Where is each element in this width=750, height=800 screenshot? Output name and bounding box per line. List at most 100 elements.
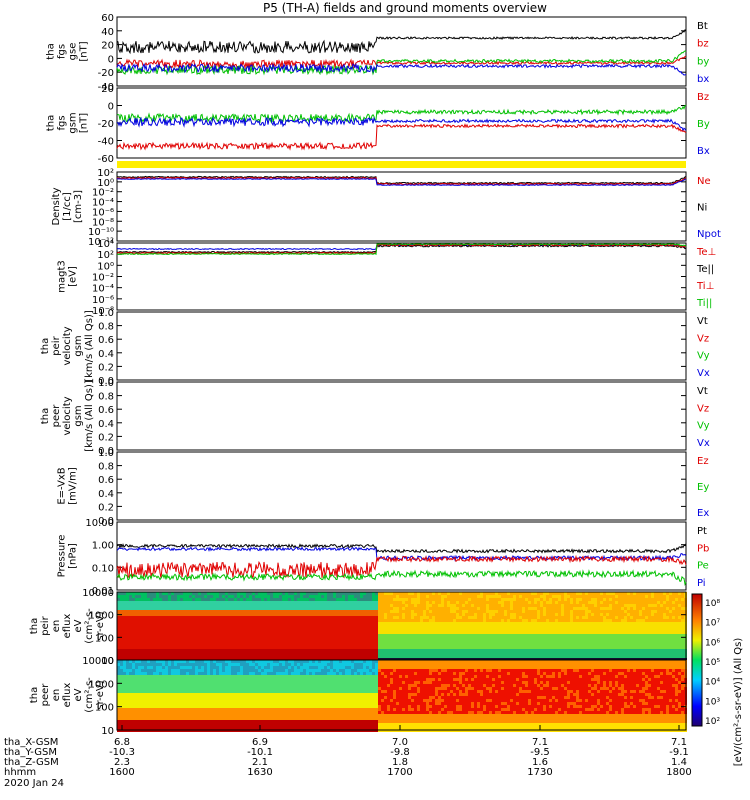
axis-row-label: tha_Y-GSM xyxy=(4,747,57,758)
panel-frame xyxy=(116,171,687,242)
panel-9: thapeirenefluxeV(cm²-s-sr-eV) xyxy=(29,591,687,661)
series-ni xyxy=(116,175,687,185)
legend-ti⊥: Ti⊥ xyxy=(696,281,714,292)
colorbar-tick: 10² xyxy=(705,717,720,727)
legend-pe: Pe xyxy=(697,561,709,572)
y-tick-label: 10⁰ xyxy=(97,261,114,272)
colorbar-tick: 10⁶ xyxy=(705,638,720,648)
colorbar-tick: 10⁴ xyxy=(705,678,720,688)
colorbar-tick: 10³ xyxy=(705,697,720,707)
axis-row-value: 6.8 xyxy=(114,737,130,748)
y-tick-label: 100 xyxy=(95,703,114,714)
panel-10: thapeerenefluxeV(cm²-s-sr-eV) xyxy=(29,659,687,732)
axis-row-value: 7.1 xyxy=(671,737,687,748)
legend-ey: Ey xyxy=(697,482,709,493)
y-axis-label: magt3[eV] xyxy=(57,260,79,293)
axis-row-value: 1700 xyxy=(387,767,412,778)
y-tick-label: 10⁻² xyxy=(92,188,114,199)
axis-row-value: 1630 xyxy=(247,767,272,778)
legend-bt: Bt xyxy=(697,21,708,32)
y-tick-label: 10⁻¹⁰ xyxy=(88,227,114,238)
y-tick-label: 0.8 xyxy=(98,322,114,333)
y-tick-label: 1000 xyxy=(89,611,114,622)
colorbar-tick: 10⁵ xyxy=(705,658,720,668)
legend-ne: Ne xyxy=(697,176,711,187)
axis-row-value: -10.3 xyxy=(109,747,135,758)
series-pi xyxy=(116,546,687,562)
legend-pb: Pb xyxy=(697,543,709,554)
y-axis-label: thapeirenefluxeV(cm²-s-sr-eV) xyxy=(29,608,106,644)
y-tick-label: 1.0 xyxy=(98,308,114,319)
y-tick-label: -40 xyxy=(98,82,114,93)
series-pb xyxy=(116,554,687,580)
y-tick-label: 1.0 xyxy=(98,378,114,389)
data-availability-bar xyxy=(117,161,686,168)
y-tick-label: 10⁻⁶ xyxy=(92,207,114,218)
series-By xyxy=(116,104,687,124)
axis-row-value: 2.3 xyxy=(114,757,130,768)
y-tick-label: 10⁻⁴ xyxy=(92,284,114,295)
axis-row-value: 7.1 xyxy=(532,737,548,748)
series-tiperp xyxy=(116,243,687,255)
y-tick-label: 20 xyxy=(101,84,114,95)
axis-row-value: 1800 xyxy=(666,767,691,778)
y-tick-label: 10 xyxy=(101,726,114,737)
panel-6: thapeervelocitygsm[km/s (All Qs)] xyxy=(40,380,687,452)
y-tick-label: 60 xyxy=(101,13,114,24)
y-tick-label: 0.2 xyxy=(98,502,114,513)
panel-3: Density[1/cc][cm-3] xyxy=(51,171,687,242)
legend-te⊥: Te⊥ xyxy=(696,247,716,258)
y-tick-label: 0.0 xyxy=(98,446,114,457)
colorbar-label: [eV/(cm²-s-sr-eV)] (All Qs) xyxy=(733,638,744,767)
y-axis-label: Density[1/cc][cm-3] xyxy=(51,187,84,225)
y-tick-label: 10⁻⁶ xyxy=(92,295,114,306)
y-tick-label: 0.0 xyxy=(98,516,114,527)
y-tick-label: 0.0 xyxy=(98,376,114,387)
colorbar-tick: 10⁷ xyxy=(705,619,720,629)
panel-frame xyxy=(116,659,687,731)
y-tick-label: 10000 xyxy=(82,656,114,667)
colorbar-tick: 10⁸ xyxy=(705,599,720,609)
y-tick-label: 10.00 xyxy=(85,518,114,529)
legend-pi: Pi xyxy=(697,578,706,589)
legend-vz: Vz xyxy=(697,403,709,414)
y-tick-label: 1.00 xyxy=(92,541,114,552)
legend-vt: Vt xyxy=(697,316,708,327)
axis-row-value: -9.1 xyxy=(669,747,689,758)
y-tick-label: 0.6 xyxy=(98,335,114,346)
panel-frame xyxy=(116,451,687,521)
legend-vz: Vz xyxy=(697,333,709,344)
legend-bz: Bz xyxy=(697,92,709,103)
legend-vx: Vx xyxy=(697,368,710,379)
series-ne xyxy=(116,176,687,186)
y-tick-label: 0.6 xyxy=(98,475,114,486)
y-tick-label: 10² xyxy=(97,250,114,261)
y-tick-label: 40 xyxy=(101,27,114,38)
legend-bx: Bx xyxy=(697,146,710,157)
legend-by: by xyxy=(697,56,709,67)
panel-4: magt3[eV] xyxy=(57,242,687,311)
panel-5: thapeirvelocitygsm[km/s (All Qs)] xyxy=(40,310,687,382)
y-axis-label: thapeerenefluxeV(cm²-s-sr-eV) xyxy=(29,677,106,713)
axis-row-value: -9.8 xyxy=(390,747,410,758)
legend-vy: Vy xyxy=(697,421,710,432)
y-tick-label: 10⁻⁸ xyxy=(92,306,114,317)
y-tick-label: 10⁻⁸ xyxy=(92,217,114,228)
y-tick-label: 10 xyxy=(101,656,114,667)
axis-row-value: 1600 xyxy=(109,767,134,778)
y-tick-label: 0 xyxy=(108,54,114,65)
y-tick-label: 0.2 xyxy=(98,432,114,443)
legend-ti||: Ti|| xyxy=(696,298,712,309)
legend-pt: Pt xyxy=(697,526,707,537)
date-label: 2020 Jan 24 xyxy=(4,778,64,789)
panel-frame xyxy=(116,381,687,451)
y-tick-label: 100 xyxy=(95,633,114,644)
legend-vy: Vy xyxy=(697,351,710,362)
legend-vt: Vt xyxy=(697,386,708,397)
y-tick-label: 10⁰ xyxy=(97,178,114,189)
y-tick-label: 0.8 xyxy=(98,462,114,473)
y-tick-label: 0.2 xyxy=(98,362,114,373)
y-tick-label: 10⁴ xyxy=(97,239,114,250)
y-tick-label: 20 xyxy=(101,41,114,52)
